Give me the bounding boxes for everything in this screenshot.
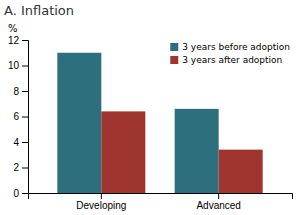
- bar: [219, 150, 263, 193]
- legend-item: 3 years before adoption: [170, 42, 290, 52]
- legend-label: 3 years after adoption: [182, 55, 282, 65]
- x-tick: Developing: [76, 193, 126, 211]
- chart: A. Inflation 0 2 4 6 8 10 12 Developing Advanced 3…: [0, 0, 300, 215]
- x-tick-mark: [101, 193, 102, 199]
- legend-label: 3 years before adoption: [182, 42, 290, 52]
- y-tick-label: 4: [13, 137, 19, 148]
- y-tick-label: 8: [13, 86, 19, 97]
- y-axis-line: [22, 41, 29, 194]
- y-tick: 6: [13, 111, 28, 122]
- legend-swatch: [170, 43, 178, 51]
- y-tick-label: 12: [8, 35, 20, 46]
- y-tick-mark: [22, 117, 28, 118]
- x-axis-line: [29, 194, 293, 200]
- x-axis: Developing Advanced: [29, 193, 293, 211]
- y-tick-label: 10: [8, 60, 20, 71]
- y-tick-label: 6: [13, 111, 19, 122]
- bar: [175, 109, 219, 193]
- y-tick-label: 0: [13, 188, 19, 199]
- series: [101, 111, 262, 193]
- x-tick-mark: [218, 193, 219, 199]
- y-tick-mark: [22, 66, 28, 67]
- legend-item: 3 years after adoption: [170, 55, 282, 65]
- y-tick-label: 2: [13, 162, 19, 173]
- y-tick: 8: [13, 86, 28, 97]
- bar: [57, 53, 101, 193]
- y-axis: 0 2 4 6 8 10 12: [8, 35, 29, 199]
- y-tick: 12: [8, 35, 28, 46]
- y-tick: 0: [13, 188, 28, 199]
- title: A. Inflation: [4, 3, 74, 18]
- y-tick-mark: [22, 142, 28, 143]
- y-tick-mark: [22, 91, 28, 92]
- y-tick: 10: [8, 60, 28, 71]
- y-tick: 4: [13, 137, 28, 148]
- x-tick: Advanced: [196, 193, 240, 211]
- series: [57, 53, 218, 193]
- y-tick-mark: [22, 193, 28, 194]
- x-tick-label: Advanced: [196, 200, 240, 211]
- bar: [101, 111, 145, 193]
- y-label: %: [8, 23, 18, 34]
- bars: [57, 53, 262, 193]
- y-tick: 2: [13, 162, 28, 173]
- y-tick-mark: [22, 168, 28, 169]
- y-tick-mark: [22, 40, 28, 41]
- plot: 0 2 4 6 8 10 12 Developing Advanced 3 years befor…: [8, 35, 293, 211]
- x-tick-label: Developing: [76, 200, 126, 211]
- legend-swatch: [170, 56, 178, 64]
- legend: 3 years before adoption 3 years after ado…: [170, 42, 290, 65]
